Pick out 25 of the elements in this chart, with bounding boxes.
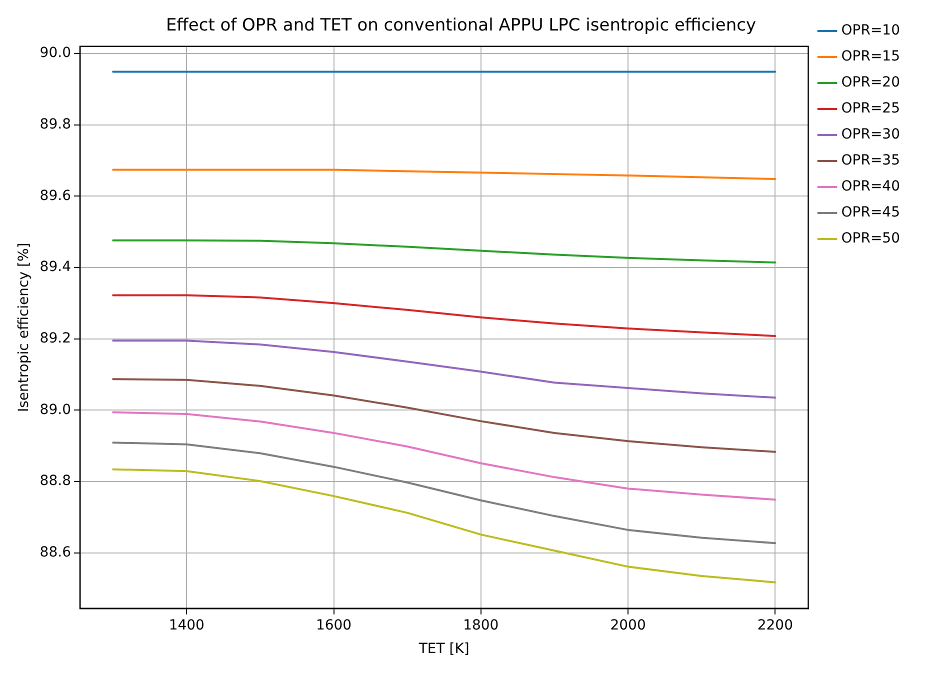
y-tick-label: 89.4 — [40, 259, 72, 276]
x-tick-label: 1800 — [463, 617, 499, 634]
legend-label: OPR=30 — [841, 126, 900, 143]
x-tick-label: 2000 — [610, 617, 646, 634]
legend-label: OPR=15 — [841, 48, 900, 65]
legend-label: OPR=35 — [841, 152, 900, 169]
legend-label: OPR=10 — [841, 22, 900, 39]
x-tick-label: 1400 — [168, 617, 204, 634]
y-tick-label: 89.8 — [40, 116, 71, 132]
y-tick-label: 89.2 — [40, 330, 71, 346]
legend-label: OPR=40 — [841, 178, 900, 195]
y-tick-label: 89.6 — [40, 188, 72, 204]
legend-label: OPR=25 — [841, 100, 900, 117]
legend-label: OPR=45 — [841, 204, 900, 221]
y-axis-title: Isentropic efficiency [%] — [16, 242, 32, 412]
x-axis-title: TET [K] — [418, 641, 470, 658]
x-tick-label: 1600 — [316, 617, 352, 634]
y-tick-label: 90.0 — [40, 45, 71, 62]
legend-label: OPR=50 — [841, 230, 900, 247]
x-tick-label: 2200 — [757, 617, 793, 634]
y-tick-label: 89.0 — [40, 402, 71, 418]
legend-label: OPR=20 — [841, 74, 900, 91]
chart-title: Effect of OPR and TET on conventional APPU LPC isentropic efficiency — [166, 16, 756, 36]
y-tick-label: 88.8 — [40, 473, 71, 490]
y-tick-label: 88.6 — [40, 544, 72, 560]
